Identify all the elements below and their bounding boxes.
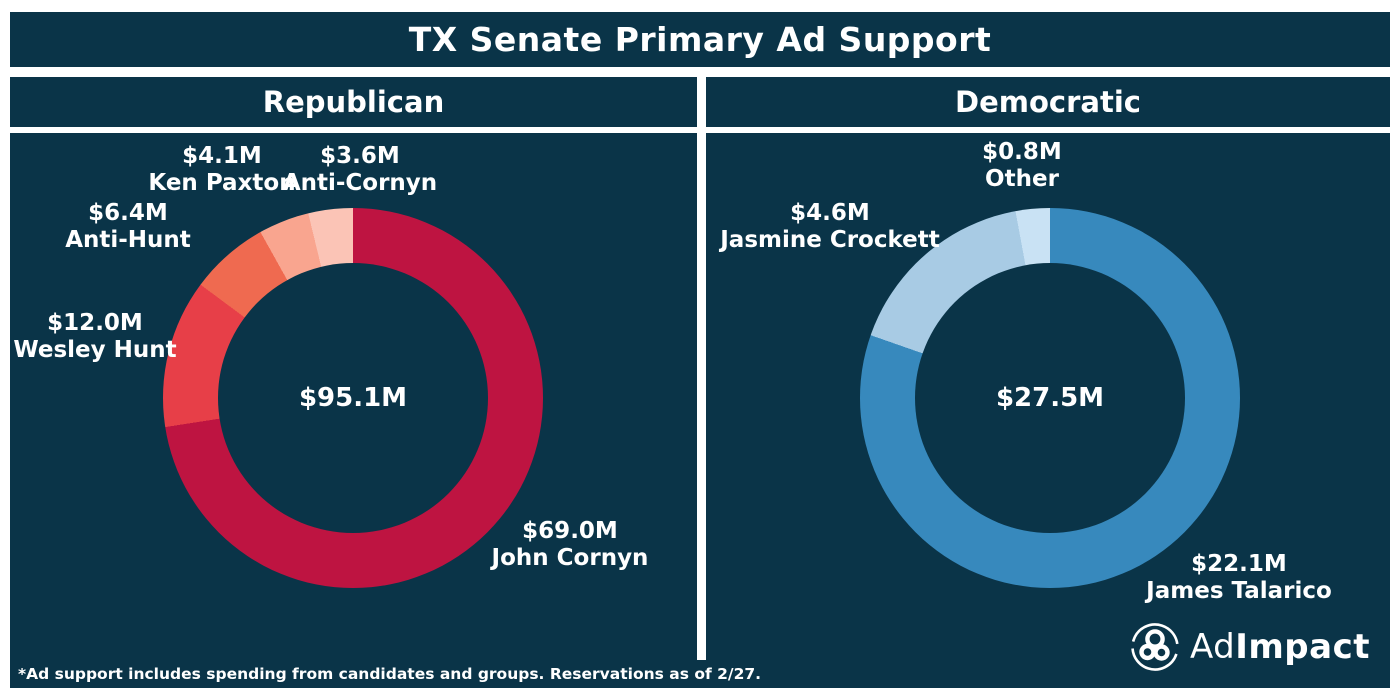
infographic: TX Senate Primary Ad Support Republican …: [10, 12, 1390, 688]
callout-jasmine-crockett: $4.6M Jasmine Crockett: [720, 200, 940, 253]
callout-wesley-hunt: $12.0M Wesley Hunt: [13, 310, 176, 363]
callout-ken-paxton: $4.1M Ken Paxton: [148, 143, 295, 196]
callout-john-cornyn-value: $69.0M: [522, 518, 618, 544]
democratic-header-label: Democratic: [955, 85, 1141, 119]
democratic-donut-hole: [915, 263, 1185, 533]
callout-anti-cornyn: $3.6M Anti-Cornyn: [283, 143, 437, 196]
adimpact-logo-icon: [1131, 623, 1179, 671]
republican-donut-hole: [218, 263, 488, 533]
callout-other: $0.8M Other: [982, 139, 1062, 192]
republican-donut: [163, 208, 543, 588]
chart-title: TX Senate Primary Ad Support: [408, 20, 992, 59]
callout-james-talarico-name: James Talarico: [1146, 577, 1332, 604]
callout-anti-hunt-name: Anti-Hunt: [65, 226, 191, 253]
callout-anti-cornyn-name: Anti-Cornyn: [282, 169, 438, 196]
callout-other-value: $0.8M: [982, 139, 1062, 165]
callout-john-cornyn-name: John Cornyn: [491, 544, 649, 571]
adimpact-logo: AdImpact: [1130, 622, 1370, 672]
democratic-donut: [860, 208, 1240, 588]
adimpact-logo-prefix: Ad: [1189, 627, 1236, 667]
callout-john-cornyn: $69.0M John Cornyn: [492, 518, 649, 571]
callout-ken-paxton-value: $4.1M: [182, 143, 262, 169]
adimpact-logo-text: AdImpact: [1190, 627, 1370, 667]
republican-chart-panel: $4.1M Ken Paxton $3.6M Anti-Cornyn $6.4M…: [10, 133, 697, 660]
footer-bar: *Ad support includes spending from candi…: [10, 660, 1390, 688]
callout-anti-cornyn-value: $3.6M: [320, 143, 400, 169]
callout-jasmine-crockett-value: $4.6M: [790, 200, 870, 226]
democratic-header: Democratic: [706, 77, 1390, 127]
republican-header-label: Republican: [262, 85, 445, 119]
title-bar: TX Senate Primary Ad Support: [10, 12, 1390, 67]
callout-other-name: Other: [985, 165, 1059, 192]
callout-anti-hunt: $6.4M Anti-Hunt: [65, 200, 191, 253]
adimpact-logo-suffix: Impact: [1235, 627, 1370, 667]
callout-wesley-hunt-value: $12.0M: [47, 310, 143, 336]
footnote: *Ad support includes spending from candi…: [18, 665, 762, 683]
callout-james-talarico: $22.1M James Talarico: [1146, 551, 1332, 604]
callout-wesley-hunt-name: Wesley Hunt: [13, 336, 177, 363]
callout-anti-hunt-value: $6.4M: [88, 200, 168, 226]
charts-area: $4.1M Ken Paxton $3.6M Anti-Cornyn $6.4M…: [10, 133, 1390, 671]
callout-james-talarico-value: $22.1M: [1191, 551, 1287, 577]
callout-ken-paxton-name: Ken Paxton: [148, 169, 296, 196]
republican-total-label: $95.1M: [298, 383, 408, 413]
democratic-chart-panel: $0.8M Other $4.6M Jasmine Crockett $22.1…: [706, 133, 1390, 671]
panel-headers: Republican Democratic: [10, 77, 1390, 127]
democratic-total-label: $27.5M: [995, 383, 1105, 413]
callout-jasmine-crockett-name: Jasmine Crockett: [720, 226, 940, 253]
republican-header: Republican: [10, 77, 697, 127]
